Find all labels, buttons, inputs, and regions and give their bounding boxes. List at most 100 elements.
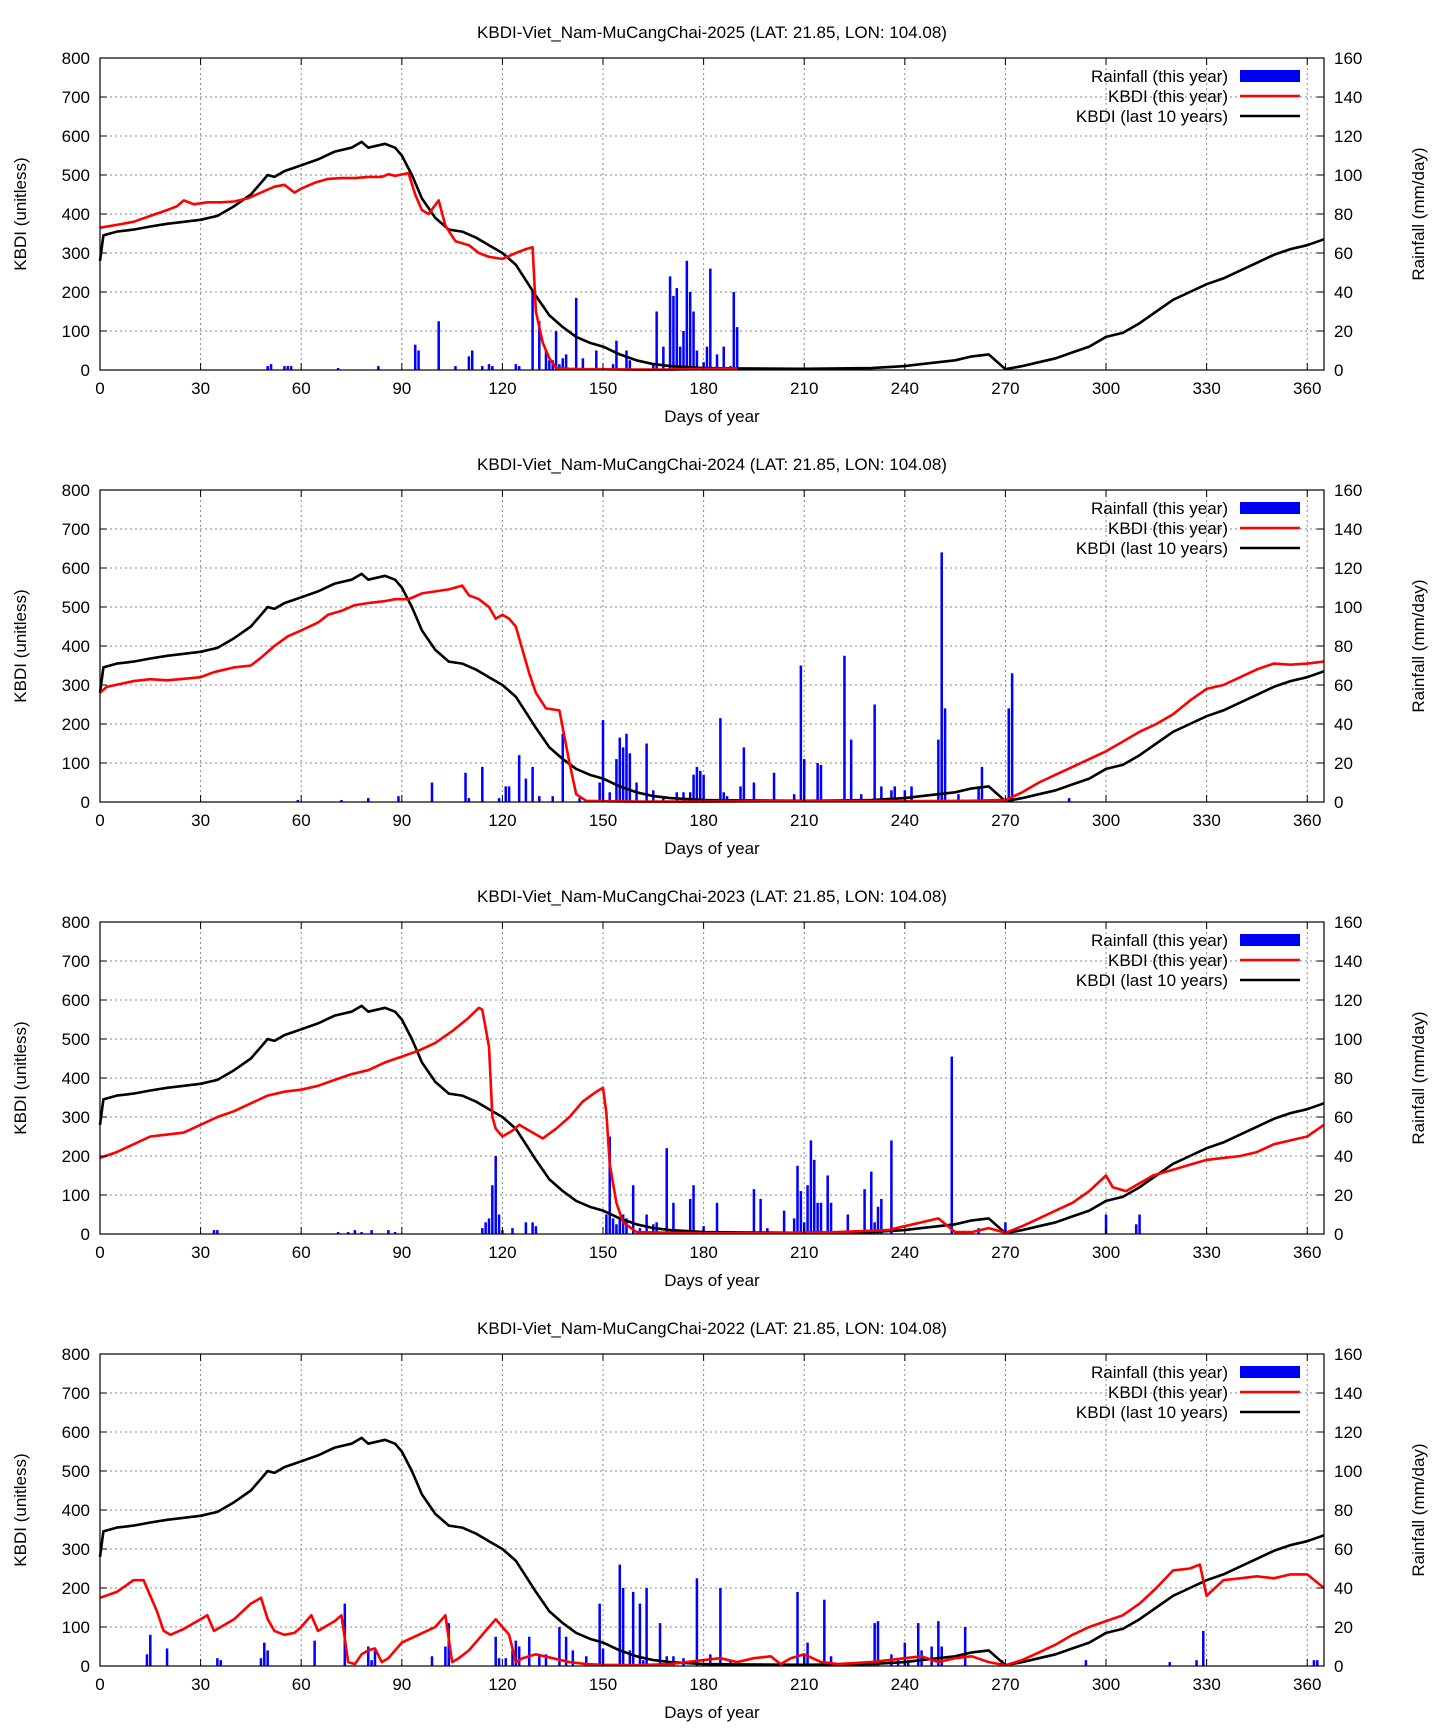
chart-title: KBDI-Viet_Nam-MuCangChai-2024 (LAT: 21.8…	[477, 455, 947, 474]
rainfall-bar	[692, 1185, 695, 1234]
rainfall-bar	[216, 1230, 219, 1234]
legend-label: KBDI (last 10 years)	[1076, 1403, 1228, 1422]
rainfall-bar	[511, 1650, 514, 1666]
rainfall-bar	[792, 1218, 796, 1234]
x-axis-label: Days of year	[664, 407, 760, 426]
rainfall-bar	[487, 364, 491, 370]
rainfall-bar	[494, 1156, 497, 1234]
rainfall-bar	[937, 1621, 940, 1666]
rainfall-bar	[397, 796, 400, 802]
rainfall-bar	[531, 292, 534, 370]
rainfall-bar	[615, 1224, 618, 1234]
rainfall-bar	[802, 759, 806, 802]
y-tick-label: 700	[62, 952, 90, 971]
rainfall-bar	[705, 346, 709, 370]
rainfall-bar	[266, 366, 269, 370]
y2-tick-label: 60	[1334, 676, 1353, 695]
rainfall-bar	[618, 737, 622, 802]
x-tick-label: 210	[790, 811, 818, 830]
rainfall-bar	[645, 1588, 648, 1666]
rainfall-bar	[759, 1198, 762, 1234]
y-tick-label: 600	[62, 127, 90, 146]
kbdi-chart-2: KBDI-Viet_Nam-MuCangChai-2023 (LAT: 21.8…	[11, 887, 1428, 1290]
y-axis-label: KBDI (unitless)	[11, 589, 30, 702]
rainfall-bar	[631, 1591, 635, 1666]
y2-tick-label: 20	[1334, 1618, 1353, 1637]
rainfall-bar	[145, 1654, 149, 1666]
rainfall-bar	[641, 1660, 645, 1666]
y-tick-label: 300	[62, 1540, 90, 1559]
chart-title: KBDI-Viet_Nam-MuCangChai-2023 (LAT: 21.8…	[477, 887, 947, 906]
y-tick-label: 300	[62, 244, 90, 263]
rainfall-bar	[377, 366, 380, 370]
y2-tick-label: 20	[1334, 754, 1353, 773]
rainfall-bar	[977, 786, 980, 802]
rainfall-bar	[655, 311, 658, 370]
x-tick-label: 300	[1092, 1243, 1120, 1262]
rainfall-bar	[826, 1175, 829, 1234]
rainfall-bar	[876, 1206, 880, 1234]
legend-swatch-rainfall	[1240, 70, 1300, 82]
rainfall-bar	[672, 295, 675, 370]
rainfall-bar	[370, 1230, 373, 1234]
rainfall-bar	[470, 350, 474, 370]
y-tick-label: 100	[62, 1618, 90, 1637]
rainfall-bar	[1007, 708, 1011, 802]
y-tick-label: 400	[62, 1501, 90, 1520]
rainfall-bar	[544, 1654, 548, 1666]
rainfall-bar	[792, 794, 796, 802]
x-tick-label: 240	[891, 1675, 919, 1694]
y2-tick-label: 120	[1334, 991, 1362, 1010]
rainfall-bar	[937, 739, 940, 802]
rainfall-bar	[688, 292, 692, 370]
x-tick-label: 270	[991, 379, 1019, 398]
rainfall-bar	[346, 1232, 350, 1234]
x-tick-label: 90	[392, 1243, 411, 1262]
rainfall-bar	[732, 292, 736, 370]
rainfall-bar	[752, 1189, 756, 1234]
rainfall-bar	[890, 1140, 893, 1234]
rainfall-bar	[611, 1218, 615, 1234]
y2-tick-label: 60	[1334, 1108, 1353, 1127]
rainfall-bar	[437, 321, 440, 370]
x-tick-label: 150	[589, 1675, 617, 1694]
rainfall-bar	[538, 321, 541, 370]
y2-tick-label: 80	[1334, 205, 1353, 224]
rainfall-bar	[873, 1623, 876, 1666]
rainfall-bar	[739, 786, 742, 802]
rainfall-bar	[715, 1202, 719, 1234]
x-tick-label: 30	[191, 1675, 210, 1694]
x-tick-label: 180	[689, 1243, 717, 1262]
kbdi-chart-1: KBDI-Viet_Nam-MuCangChai-2024 (LAT: 21.8…	[11, 455, 1428, 858]
rainfall-bar	[1202, 1630, 1205, 1666]
rainfall-bar	[598, 1603, 601, 1666]
rainfall-bar	[289, 366, 293, 370]
rainfall-bar	[551, 796, 554, 802]
y-tick-label: 400	[62, 1069, 90, 1088]
rainfall-bar	[608, 792, 611, 802]
x-tick-label: 150	[589, 379, 617, 398]
y-tick-label: 500	[62, 1030, 90, 1049]
x-tick-label: 150	[589, 811, 617, 830]
y2-axis-label: Rainfall (mm/day)	[1409, 1011, 1428, 1144]
rainfall-bar	[665, 1148, 668, 1234]
rainfall-bar	[561, 358, 565, 370]
x-tick-label: 270	[991, 1675, 1019, 1694]
x-tick-label: 360	[1293, 379, 1321, 398]
rainfall-bar	[682, 331, 685, 370]
rainfall-bar	[652, 364, 655, 370]
y-tick-label: 100	[62, 322, 90, 341]
y-tick-label: 600	[62, 1423, 90, 1442]
rainfall-bar	[699, 770, 702, 802]
rainfall-bar	[340, 800, 343, 802]
rainfall-bar	[1067, 798, 1071, 802]
legend-label: Rainfall (this year)	[1091, 931, 1228, 950]
rainfall-bar	[615, 340, 618, 370]
x-tick-label: 210	[790, 379, 818, 398]
rainfall-bar	[722, 792, 725, 802]
rainfall-bar	[548, 360, 551, 370]
y2-tick-label: 160	[1334, 49, 1362, 68]
rainfall-bar	[507, 786, 511, 802]
y-tick-label: 700	[62, 88, 90, 107]
